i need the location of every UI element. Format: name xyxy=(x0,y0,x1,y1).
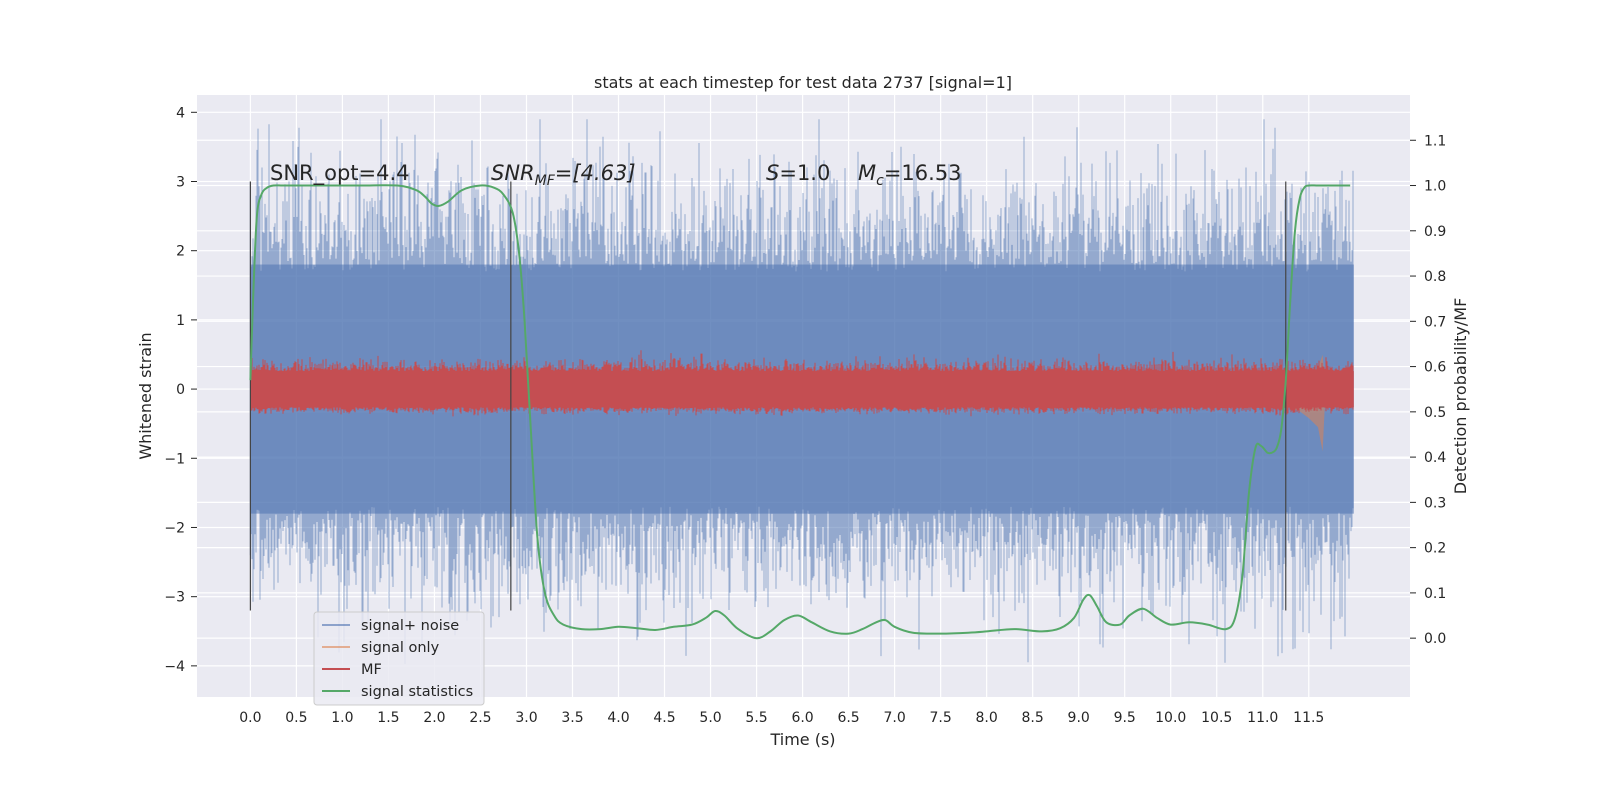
annotation-s: S=1.0 xyxy=(766,161,830,185)
x-tick-label: 5.5 xyxy=(745,710,767,726)
x-tick-label: 4.5 xyxy=(653,710,675,726)
right-y-tick-label: 0.6 xyxy=(1424,360,1446,376)
annotation-s-value: =1.0 xyxy=(779,161,830,185)
mf-trace xyxy=(250,350,1354,417)
legend-frame xyxy=(313,611,485,706)
y-tick-label: −1 xyxy=(164,451,185,467)
x-tick-label: 10.5 xyxy=(1201,710,1232,726)
right-y-tick-label: 0.3 xyxy=(1424,495,1446,511)
right-y-tick-label: 0.4 xyxy=(1424,450,1446,466)
right-y-tick-labels: 0.0 0.1 0.2 0.3 0.4 0.5 0.6 0.7 0.8 0.9 1.0 1.1 xyxy=(1424,133,1446,647)
x-tick-label: 3.5 xyxy=(561,710,583,726)
right-y-tick-label: 0.8 xyxy=(1424,269,1446,285)
x-tick-label: 8.5 xyxy=(1022,710,1044,726)
legend-label-signal-noise: signal+ noise xyxy=(361,618,459,634)
right-y-axis-label: Detection probability/MF xyxy=(1451,298,1470,495)
annotation-snr-mf: SNRMF=[4.63] xyxy=(491,161,636,189)
y-tick-labels: −4 −3 −2 −1 0 1 2 3 4 xyxy=(164,105,185,675)
right-y-tick-label: 0.9 xyxy=(1424,224,1446,240)
right-y-tick-label: 0.7 xyxy=(1424,314,1446,330)
x-tick-label: 6.0 xyxy=(791,710,813,726)
x-tick-label: 0.5 xyxy=(285,710,307,726)
x-tick-label: 11.5 xyxy=(1293,710,1324,726)
right-y-tick-label: 0.5 xyxy=(1424,405,1446,421)
x-tick-label: 7.5 xyxy=(929,710,951,726)
y-axis-label: Whitened strain xyxy=(136,332,155,459)
annotation-snr-mf-value: =[4.63] xyxy=(555,161,636,185)
y-tick-label: 4 xyxy=(176,105,185,121)
right-y-tick-label: 1.0 xyxy=(1424,179,1446,195)
y-tick-label: −3 xyxy=(164,590,185,606)
right-y-tick-label: 0.1 xyxy=(1424,586,1446,602)
legend: signal+ noise signal only MF signal stat… xyxy=(313,611,485,706)
annotation-snr-mf-symbol: SNR xyxy=(491,161,535,185)
annotation-s-symbol: S xyxy=(766,161,779,185)
x-tick-label: 3.0 xyxy=(515,710,537,726)
legend-label-signal-only: signal only xyxy=(361,640,440,656)
y-tick-label: 0 xyxy=(176,382,185,398)
x-tick-label: 2.5 xyxy=(469,710,491,726)
right-y-tick-label: 1.1 xyxy=(1424,133,1446,149)
x-tick-label: 0.0 xyxy=(239,710,261,726)
annotation-snr-mf-subscript: MF xyxy=(535,173,556,189)
x-tick-label: 1.5 xyxy=(377,710,399,726)
x-tick-label: 9.0 xyxy=(1068,710,1090,726)
annotation-snr-opt: SNR_opt=4.4 xyxy=(270,161,410,186)
x-tick-label: 8.0 xyxy=(976,710,998,726)
x-tick-label: 4.0 xyxy=(607,710,629,726)
y-tick-label: 1 xyxy=(176,313,185,329)
x-tick-label: 6.5 xyxy=(837,710,859,726)
right-y-tick-label: 0.2 xyxy=(1424,541,1446,557)
y-tick-label: 3 xyxy=(176,174,185,190)
annotation-mc-subscript: c xyxy=(876,173,884,189)
right-y-tick-label: 0.0 xyxy=(1424,631,1446,647)
plot-title: stats at each timestep for test data 273… xyxy=(594,73,1012,92)
vertical-markers xyxy=(249,181,1287,611)
x-tick-label: 10.0 xyxy=(1155,710,1186,726)
annotation-mc-symbol: M xyxy=(858,161,876,185)
y-tick-label: −2 xyxy=(164,520,185,536)
annotation-mc: Mc=16.53 xyxy=(858,161,962,189)
y-tick-label: −4 xyxy=(164,659,185,675)
y-tick-label: 2 xyxy=(176,244,185,260)
x-tick-label: 1.0 xyxy=(331,710,353,726)
x-axis-label: Time (s) xyxy=(769,730,835,749)
legend-label-signal-statistics: signal statistics xyxy=(361,684,473,700)
legend-label-mf: MF xyxy=(361,662,382,678)
series-signal-statistics xyxy=(249,184,1351,640)
x-tick-label: 11.0 xyxy=(1247,710,1278,726)
x-tick-label: 2.0 xyxy=(423,710,445,726)
x-tick-labels: 0.0 0.5 1.0 1.5 2.0 2.5 3.0 3.5 4.0 4.5 5.0 5.5 6.0 6… xyxy=(239,710,1324,726)
x-tick-label: 9.5 xyxy=(1114,710,1136,726)
signal-statistics-line xyxy=(249,184,1351,640)
x-tick-label: 5.0 xyxy=(699,710,721,726)
annotation-mc-value: =16.53 xyxy=(884,161,962,185)
series-mf xyxy=(250,350,1354,417)
x-tick-label: 7.0 xyxy=(883,710,905,726)
